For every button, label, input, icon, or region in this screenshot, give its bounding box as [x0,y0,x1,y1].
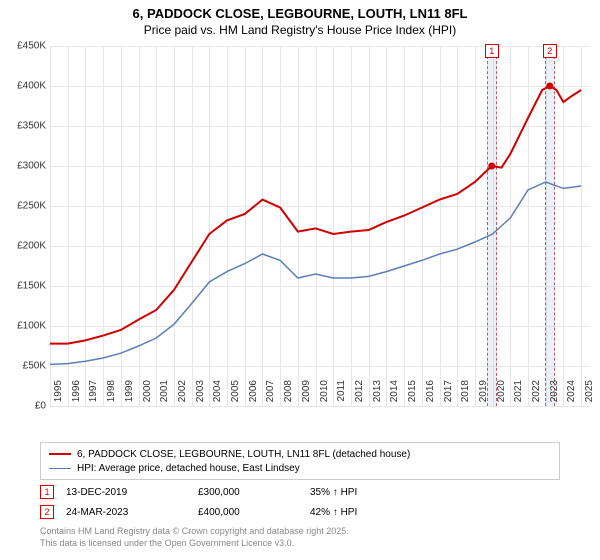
x-axis-label: 1999 [124,380,135,410]
x-axis-label: 2004 [212,380,223,410]
y-axis-label: £400K [6,81,46,92]
legend-row-price-paid: 6, PADDOCK CLOSE, LEGBOURNE, LOUTH, LN11… [49,447,551,461]
footer-line2: This data is licensed under the Open Gov… [40,538,349,550]
event-marker: 1 [485,44,499,58]
x-axis-label: 2019 [478,380,489,410]
sale-dot [488,163,495,170]
x-axis-label: 1996 [71,380,82,410]
x-axis-label: 2018 [460,380,471,410]
x-axis-label: 2014 [389,380,400,410]
title-block: 6, PADDOCK CLOSE, LEGBOURNE, LOUTH, LN11… [0,0,600,39]
event-price: £300,000 [198,487,298,498]
x-axis-label: 2002 [177,380,188,410]
sale-dot [546,83,553,90]
event-marker: 2 [543,44,557,58]
y-axis-label: £350K [6,121,46,132]
x-axis-label: 2013 [372,380,383,410]
event-row: 2 24-MAR-2023 £400,000 42% ↑ HPI [40,502,560,522]
x-axis-label: 2008 [283,380,294,410]
event-price: £400,000 [198,507,298,518]
series-hpi [50,182,581,364]
x-axis-label: 2022 [531,380,542,410]
event-date: 24-MAR-2023 [66,507,186,518]
x-axis-label: 2015 [407,380,418,410]
event-date: 13-DEC-2019 [66,487,186,498]
legend-label-hpi: HPI: Average price, detached house, East… [77,463,300,474]
event-badge: 2 [40,505,54,519]
legend-swatch-hpi [49,468,71,469]
y-axis-label: £0 [6,401,46,412]
x-axis-label: 2012 [354,380,365,410]
x-axis-label: 2006 [248,380,259,410]
x-axis-label: 2000 [142,380,153,410]
title-subtitle: Price paid vs. HM Land Registry's House … [0,23,600,37]
legend: 6, PADDOCK CLOSE, LEGBOURNE, LOUTH, LN11… [40,442,560,480]
x-axis-label: 2017 [443,380,454,410]
x-axis-label: 2016 [425,380,436,410]
series-price_paid [50,86,581,344]
event-pct: 35% ↑ HPI [310,487,560,498]
x-axis-label: 2021 [513,380,524,410]
x-axis-label: 1995 [53,380,64,410]
chart-container: 6, PADDOCK CLOSE, LEGBOURNE, LOUTH, LN11… [0,0,600,560]
events-table: 1 13-DEC-2019 £300,000 35% ↑ HPI 2 24-MAR-202… [40,482,560,522]
legend-swatch-price-paid [49,453,71,455]
y-axis-label: £50K [6,361,46,372]
y-axis-label: £250K [6,201,46,212]
event-badge: 1 [40,485,54,499]
y-axis-label: £100K [6,321,46,332]
x-axis-label: 2003 [195,380,206,410]
y-axis-label: £300K [6,161,46,172]
x-axis-label: 2020 [496,380,507,410]
x-axis-label: 2001 [159,380,170,410]
x-axis-label: 1998 [106,380,117,410]
legend-label-price-paid: 6, PADDOCK CLOSE, LEGBOURNE, LOUTH, LN11… [77,449,410,460]
y-axis-label: £200K [6,241,46,252]
x-axis-label: 2010 [319,380,330,410]
x-axis-label: 2011 [336,380,347,410]
y-axis-label: £450K [6,41,46,52]
footer: Contains HM Land Registry data © Crown c… [40,526,349,549]
title-address: 6, PADDOCK CLOSE, LEGBOURNE, LOUTH, LN11… [0,6,600,21]
series-svg [50,46,590,406]
x-axis-label: 2023 [549,380,560,410]
event-row: 1 13-DEC-2019 £300,000 35% ↑ HPI [40,482,560,502]
x-axis-label: 2025 [584,380,595,410]
footer-line1: Contains HM Land Registry data © Crown c… [40,526,349,538]
x-axis-label: 2024 [566,380,577,410]
event-pct: 42% ↑ HPI [310,507,560,518]
chart-area: 12 £0£50K£100K£150K£200K£250K£300K£350K£… [50,46,590,406]
legend-row-hpi: HPI: Average price, detached house, East… [49,461,551,475]
x-axis-label: 2005 [230,380,241,410]
y-axis-label: £150K [6,281,46,292]
x-axis-label: 2009 [301,380,312,410]
x-axis-label: 2007 [265,380,276,410]
x-axis-label: 1997 [88,380,99,410]
